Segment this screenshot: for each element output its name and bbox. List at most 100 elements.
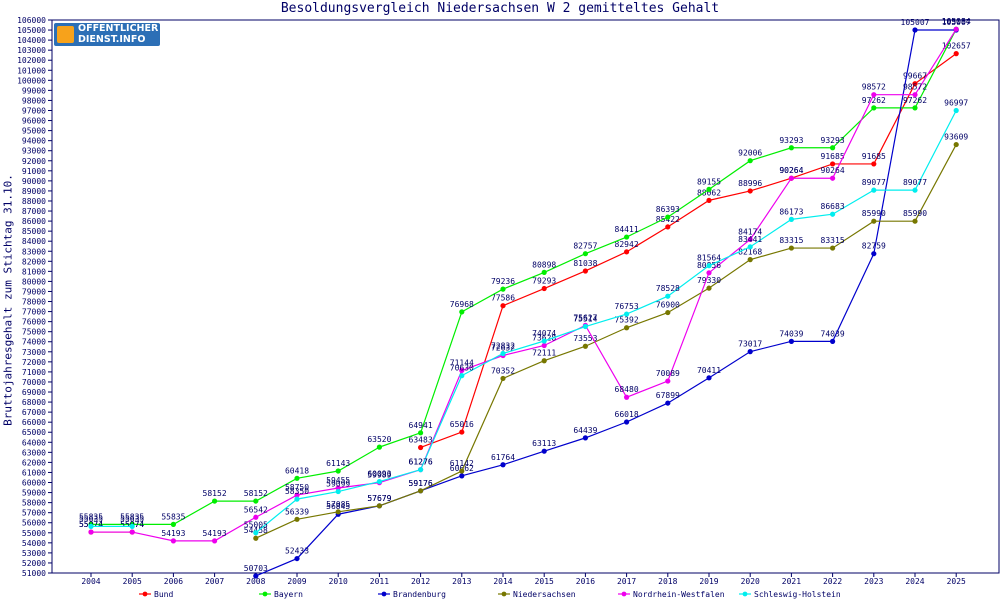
y-tick-label: 87000 (22, 207, 46, 216)
data-point (747, 158, 753, 164)
data-label: 64941 (409, 421, 433, 430)
x-tick-label: 2022 (823, 577, 842, 586)
y-tick-label: 82000 (22, 257, 46, 266)
data-point (624, 419, 630, 425)
x-tick-label: 2006 (164, 577, 183, 586)
data-point (294, 516, 300, 522)
data-label: 93293 (821, 136, 845, 145)
data-label: 54193 (203, 529, 227, 538)
data-label: 89077 (862, 178, 886, 187)
data-point (830, 161, 836, 167)
data-point (253, 573, 259, 579)
y-tick-label: 63000 (22, 448, 46, 457)
logo-mark-icon (57, 26, 74, 43)
x-tick-label: 2015 (535, 577, 554, 586)
series-line (91, 28, 957, 542)
x-tick-label: 2004 (81, 577, 100, 586)
data-point (788, 175, 795, 181)
data-point (500, 303, 506, 309)
data-point (294, 555, 300, 562)
data-point (830, 145, 836, 151)
legend-swatch-point (621, 591, 627, 597)
data-point (953, 51, 959, 57)
data-point (830, 338, 836, 344)
data-point (459, 373, 465, 379)
y-tick-label: 91000 (22, 167, 46, 176)
data-label: 58152 (203, 489, 227, 498)
data-label: 84174 (738, 227, 762, 236)
data-point (418, 444, 424, 451)
data-label: 74039 (779, 329, 803, 338)
data-label: 85990 (903, 209, 927, 218)
data-point (912, 187, 918, 193)
data-label: 92006 (738, 149, 762, 158)
y-tick-label: 73000 (22, 348, 46, 357)
data-label: 55835 (161, 512, 185, 521)
data-point (788, 338, 795, 344)
data-point (788, 145, 795, 151)
y-tick-label: 72000 (22, 358, 46, 367)
data-label: 59455 (326, 476, 350, 485)
data-label: 78528 (656, 284, 680, 293)
data-point (582, 435, 589, 441)
data-point (788, 245, 795, 251)
data-label: 86393 (656, 205, 680, 214)
y-tick-label: 95000 (22, 127, 46, 136)
legend-label: Schleswig-Holstein (754, 590, 841, 599)
series-line (255, 144, 957, 539)
data-label: 79330 (697, 276, 721, 285)
data-label: 75514 (573, 315, 597, 324)
x-tick-label: 2017 (617, 577, 636, 586)
data-point (912, 92, 918, 98)
data-point (871, 251, 877, 257)
data-label: 93293 (779, 136, 803, 145)
y-tick-label: 64000 (22, 438, 46, 447)
x-tick-label: 2012 (411, 577, 430, 586)
data-label: 83315 (821, 236, 845, 245)
data-label: 97262 (903, 96, 927, 105)
chart-title: Besoldungsvergleich Niedersachsen W 2 ge… (280, 1, 720, 16)
y-tick-label: 100000 (17, 76, 46, 85)
data-point (953, 26, 959, 32)
x-tick-label: 2020 (741, 577, 760, 586)
data-point (170, 538, 176, 544)
data-label: 59176 (409, 479, 433, 488)
data-label: 90264 (779, 166, 803, 175)
y-tick-label: 71000 (22, 368, 46, 377)
data-point (418, 467, 424, 473)
data-point (830, 211, 836, 217)
data-label: 55635 (79, 514, 103, 523)
data-point (706, 186, 712, 192)
y-tick-label: 58000 (22, 499, 46, 508)
x-tick-label: 2023 (864, 577, 883, 586)
series-line (420, 53, 957, 449)
x-tick-label: 2007 (205, 577, 224, 586)
data-label: 82757 (573, 242, 597, 251)
x-tick-label: 2009 (287, 577, 306, 586)
data-label: 59989 (367, 471, 391, 480)
data-point (88, 529, 94, 535)
data-label: 83441 (738, 235, 762, 244)
legend-swatch-point (142, 591, 148, 597)
data-label: 72111 (532, 349, 556, 358)
data-label: 73628 (532, 333, 556, 342)
data-label: 61764 (491, 453, 515, 462)
x-tick-label: 2011 (370, 577, 389, 586)
data-label: 56339 (285, 507, 309, 516)
x-tick-label: 2010 (329, 577, 348, 586)
data-point (624, 325, 630, 331)
data-point (747, 188, 753, 194)
x-tick-label: 2005 (123, 577, 142, 586)
legend-label: Niedersachsen (513, 590, 576, 599)
data-label: 91685 (862, 152, 886, 161)
data-point (459, 429, 465, 435)
data-point (541, 269, 547, 275)
y-tick-label: 76000 (22, 318, 46, 327)
data-label: 79236 (491, 277, 515, 286)
data-point (418, 430, 424, 436)
data-point (665, 214, 671, 220)
data-point (665, 378, 671, 384)
y-tick-label: 74000 (22, 338, 46, 347)
data-point (871, 218, 877, 224)
data-point (830, 175, 836, 181)
